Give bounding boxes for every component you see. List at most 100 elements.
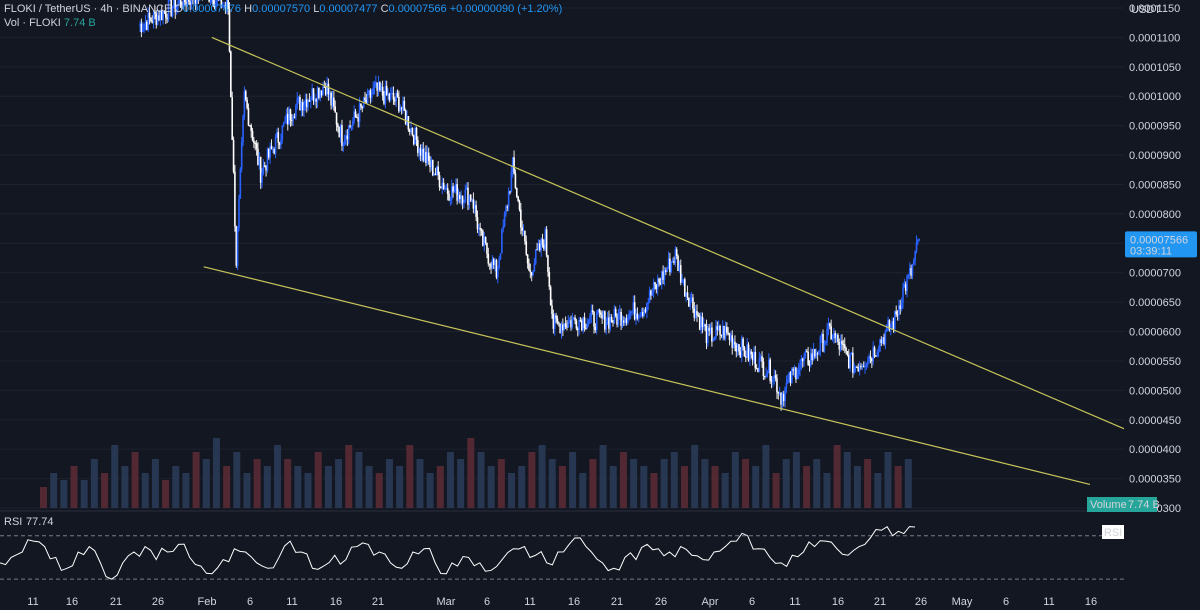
candle-body bbox=[780, 392, 782, 405]
candle-body bbox=[353, 111, 355, 121]
candle-body bbox=[816, 353, 819, 355]
candle-body bbox=[429, 160, 431, 168]
candle-body bbox=[434, 173, 437, 175]
candle-body bbox=[700, 316, 702, 330]
candle-body bbox=[709, 327, 712, 331]
symbol-title[interactable]: FLOKI / TetherUS · 4h · BINANCE bbox=[4, 3, 172, 15]
candle-body bbox=[858, 365, 861, 372]
candle-body bbox=[232, 139, 235, 172]
time-tick-label: 11 bbox=[789, 596, 800, 608]
candle-body bbox=[692, 297, 694, 309]
candle-body bbox=[533, 263, 536, 272]
candle-body bbox=[143, 23, 145, 29]
volume-bar bbox=[833, 445, 841, 508]
volume-bar bbox=[477, 452, 485, 508]
candle-body bbox=[807, 351, 809, 365]
volume-bar bbox=[558, 466, 566, 508]
candle-body bbox=[789, 372, 792, 384]
volume-bar bbox=[40, 487, 47, 508]
candle-body bbox=[705, 326, 708, 344]
candle-body bbox=[358, 103, 361, 122]
candle-body bbox=[906, 275, 908, 291]
volume-bar bbox=[101, 473, 109, 508]
candle-body bbox=[289, 109, 292, 121]
volume-legend-label[interactable]: Vol · FLOKI bbox=[4, 17, 61, 29]
volume-bar bbox=[742, 459, 750, 508]
candle-body bbox=[465, 187, 468, 190]
candle-body bbox=[805, 351, 808, 353]
candle-body bbox=[182, 0, 185, 9]
candle-body bbox=[234, 171, 236, 227]
candle-body bbox=[449, 200, 452, 202]
time-tick-label: 6 bbox=[1003, 596, 1009, 608]
candle-body bbox=[213, 5, 216, 8]
candle-body bbox=[196, 0, 198, 4]
candle-body bbox=[876, 352, 879, 357]
candle-body bbox=[732, 341, 735, 348]
candle-body bbox=[787, 379, 789, 383]
candle-body bbox=[276, 132, 278, 138]
candle-body bbox=[708, 327, 711, 331]
candle-body bbox=[440, 187, 442, 189]
volume-bar bbox=[579, 473, 587, 508]
candle-body bbox=[209, 0, 212, 2]
ohlc-o: 0.00007476 bbox=[182, 3, 242, 15]
volume-bar bbox=[609, 466, 617, 508]
candle-body bbox=[791, 368, 793, 384]
candle-body bbox=[228, 9, 231, 52]
volume-bar bbox=[884, 452, 892, 508]
candle-body bbox=[762, 361, 765, 376]
price-tick-label: 0.0000650 bbox=[1129, 297, 1181, 309]
volume-bar bbox=[385, 459, 393, 508]
candle-body bbox=[610, 317, 613, 322]
symbol-line: FLOKI / TetherUS · 4h · BINANCE O0.00007… bbox=[4, 2, 562, 16]
volume-bar bbox=[701, 459, 709, 508]
candle-body bbox=[785, 382, 788, 388]
time-tick-label: 6 bbox=[484, 596, 490, 608]
volume-bar bbox=[324, 466, 332, 508]
candle-body bbox=[453, 190, 456, 193]
candle-body bbox=[865, 364, 868, 367]
candle-body bbox=[707, 327, 709, 344]
candle-body bbox=[158, 15, 160, 21]
volume-bar bbox=[670, 452, 678, 508]
volume-bar bbox=[823, 473, 831, 508]
candle-body bbox=[830, 326, 832, 340]
candle-body bbox=[183, 0, 186, 2]
candle-body bbox=[370, 94, 373, 98]
candle-body bbox=[564, 323, 567, 327]
candle-body bbox=[597, 309, 599, 313]
lower-trendline bbox=[203, 266, 1091, 486]
candle-body bbox=[750, 351, 753, 355]
candle-body bbox=[656, 278, 659, 289]
time-axis[interactable]: 11 16 21 26 Feb 6 11 16 21 Mar 6 11 16 21 26 Apr 6 11 16 21… bbox=[27, 596, 1097, 608]
candle-body bbox=[633, 302, 636, 320]
volume-bar bbox=[894, 466, 902, 508]
candle-body bbox=[632, 302, 635, 312]
candle-body bbox=[487, 253, 490, 264]
candle-body bbox=[522, 230, 525, 232]
candle-body bbox=[160, 10, 163, 21]
volume-bar bbox=[599, 445, 607, 508]
candle-body bbox=[380, 86, 383, 91]
rsi-value: 77.74 bbox=[26, 516, 54, 528]
candle-body bbox=[625, 317, 628, 324]
candle-body bbox=[281, 125, 284, 140]
candle-body bbox=[285, 113, 288, 121]
candle-body bbox=[566, 326, 568, 328]
candle-body bbox=[681, 280, 683, 283]
candle-body bbox=[727, 332, 729, 334]
candle-body bbox=[422, 148, 425, 161]
time-tick-label: Feb bbox=[198, 596, 217, 608]
volume-bar bbox=[274, 445, 282, 508]
candle-body bbox=[831, 338, 834, 340]
candle-body bbox=[461, 195, 464, 204]
time-tick-label: 21 bbox=[611, 596, 623, 608]
candle-body bbox=[913, 259, 915, 264]
candle-body bbox=[548, 272, 551, 287]
candle-body bbox=[702, 324, 705, 328]
candle-body bbox=[690, 297, 693, 301]
candle-body bbox=[904, 284, 907, 291]
